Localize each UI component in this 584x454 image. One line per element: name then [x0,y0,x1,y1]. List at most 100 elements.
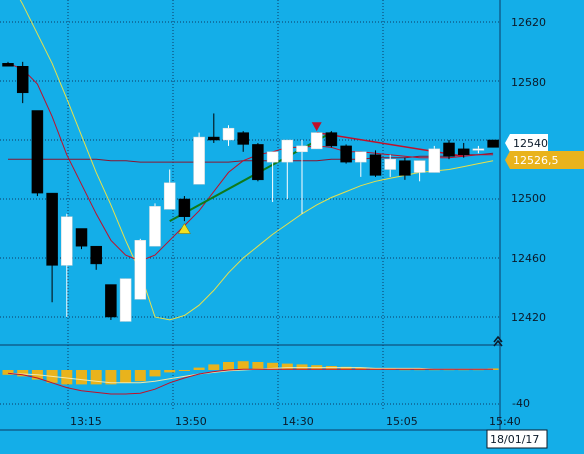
time-tick: 14:30 [282,415,314,428]
candle-body [16,66,29,94]
price-tick: 12460 [511,252,546,265]
candle-down [178,196,191,222]
candle-down [487,139,499,148]
candle-body [163,182,176,210]
candle-body [428,148,441,173]
candle-up [134,238,147,300]
candle-body [340,145,352,163]
candle-body [2,63,14,67]
ma-price-tag: 12526,5 [505,151,584,169]
candle-body [296,145,308,153]
candle-body [208,136,220,141]
candle-body [457,148,470,156]
candle-body [252,144,264,181]
date-label: 18/01/17 [490,433,539,446]
macd-bar [2,370,14,375]
candle-down [325,131,338,148]
candle-up [61,213,73,317]
chevron-up-icon[interactable] [493,335,503,347]
candle-down [208,113,220,143]
candle-body [266,151,279,163]
macd-bar [76,370,87,385]
ma-price-label: 12526,5 [513,154,559,167]
candle-body [134,240,147,300]
candle-down [369,150,382,177]
candle-down [340,144,352,164]
macd-bar [193,367,205,370]
candle-up [193,132,205,185]
candle-body [443,142,455,157]
macd-bar [267,362,279,370]
ma-fast-line [7,62,494,262]
candle-down [46,192,58,303]
macd-bar [223,362,234,370]
candle-down [443,140,455,160]
macd-panel [2,361,499,395]
candle-body [119,278,132,322]
macd-bar [120,370,132,383]
macd-bar [281,363,293,370]
candle-up [163,169,176,210]
candle-body [31,110,44,194]
buy-marker [177,223,191,234]
candle-body [487,139,499,148]
macd-bar [340,366,352,370]
candle-up [384,154,396,177]
macd-bar [208,364,220,370]
candle-body [310,132,323,150]
candle-body [325,132,338,147]
ma-slow-line [19,0,494,321]
candle-body [222,127,235,141]
macd-bar [61,370,73,385]
candle-up [472,145,485,154]
price-tick: 12620 [511,16,546,29]
candle-up [266,151,279,202]
candle-down [90,245,102,270]
macd-line [7,368,494,395]
price-tick: 12420 [511,311,546,324]
candle-body [384,158,396,170]
candle-down [2,61,14,67]
macd-bar [149,370,161,377]
candle-up [296,140,308,214]
time-tick: 13:50 [175,415,207,428]
sell-marker [311,122,322,132]
candle-down [75,228,88,250]
candle-body [281,139,294,163]
candle-body [178,198,191,217]
macd-bar [105,370,117,385]
time-tick: 15:05 [386,415,418,428]
candle-down [399,157,411,180]
candle-up [281,139,294,199]
candle-up [413,160,426,182]
price-tick: 12500 [511,192,546,205]
candle-body [75,228,88,247]
price-tick: 12580 [511,76,546,89]
candle-down [31,110,44,197]
candle-down [105,284,117,320]
candle-up [119,278,132,322]
candle-body [472,148,485,151]
candle-body [90,245,102,265]
candle-down [252,142,264,182]
candle-body [105,284,117,318]
candle-body [355,151,367,163]
macd-bar [164,370,176,373]
macd-bar [252,362,264,370]
macd-bar [237,361,249,370]
candle-body [413,160,426,173]
candle-up [355,151,367,177]
time-tick: 15:40 [489,415,521,428]
macd-bar [90,370,102,385]
time-tick: 13:15 [70,415,102,428]
last-price-tag: 12540 [505,134,548,152]
candle-up [222,125,235,146]
candle-body [369,154,382,176]
macd-bar [134,370,146,382]
candle-body [149,206,161,247]
date-box: 18/01/17 [486,429,548,449]
candle-body [237,132,249,145]
